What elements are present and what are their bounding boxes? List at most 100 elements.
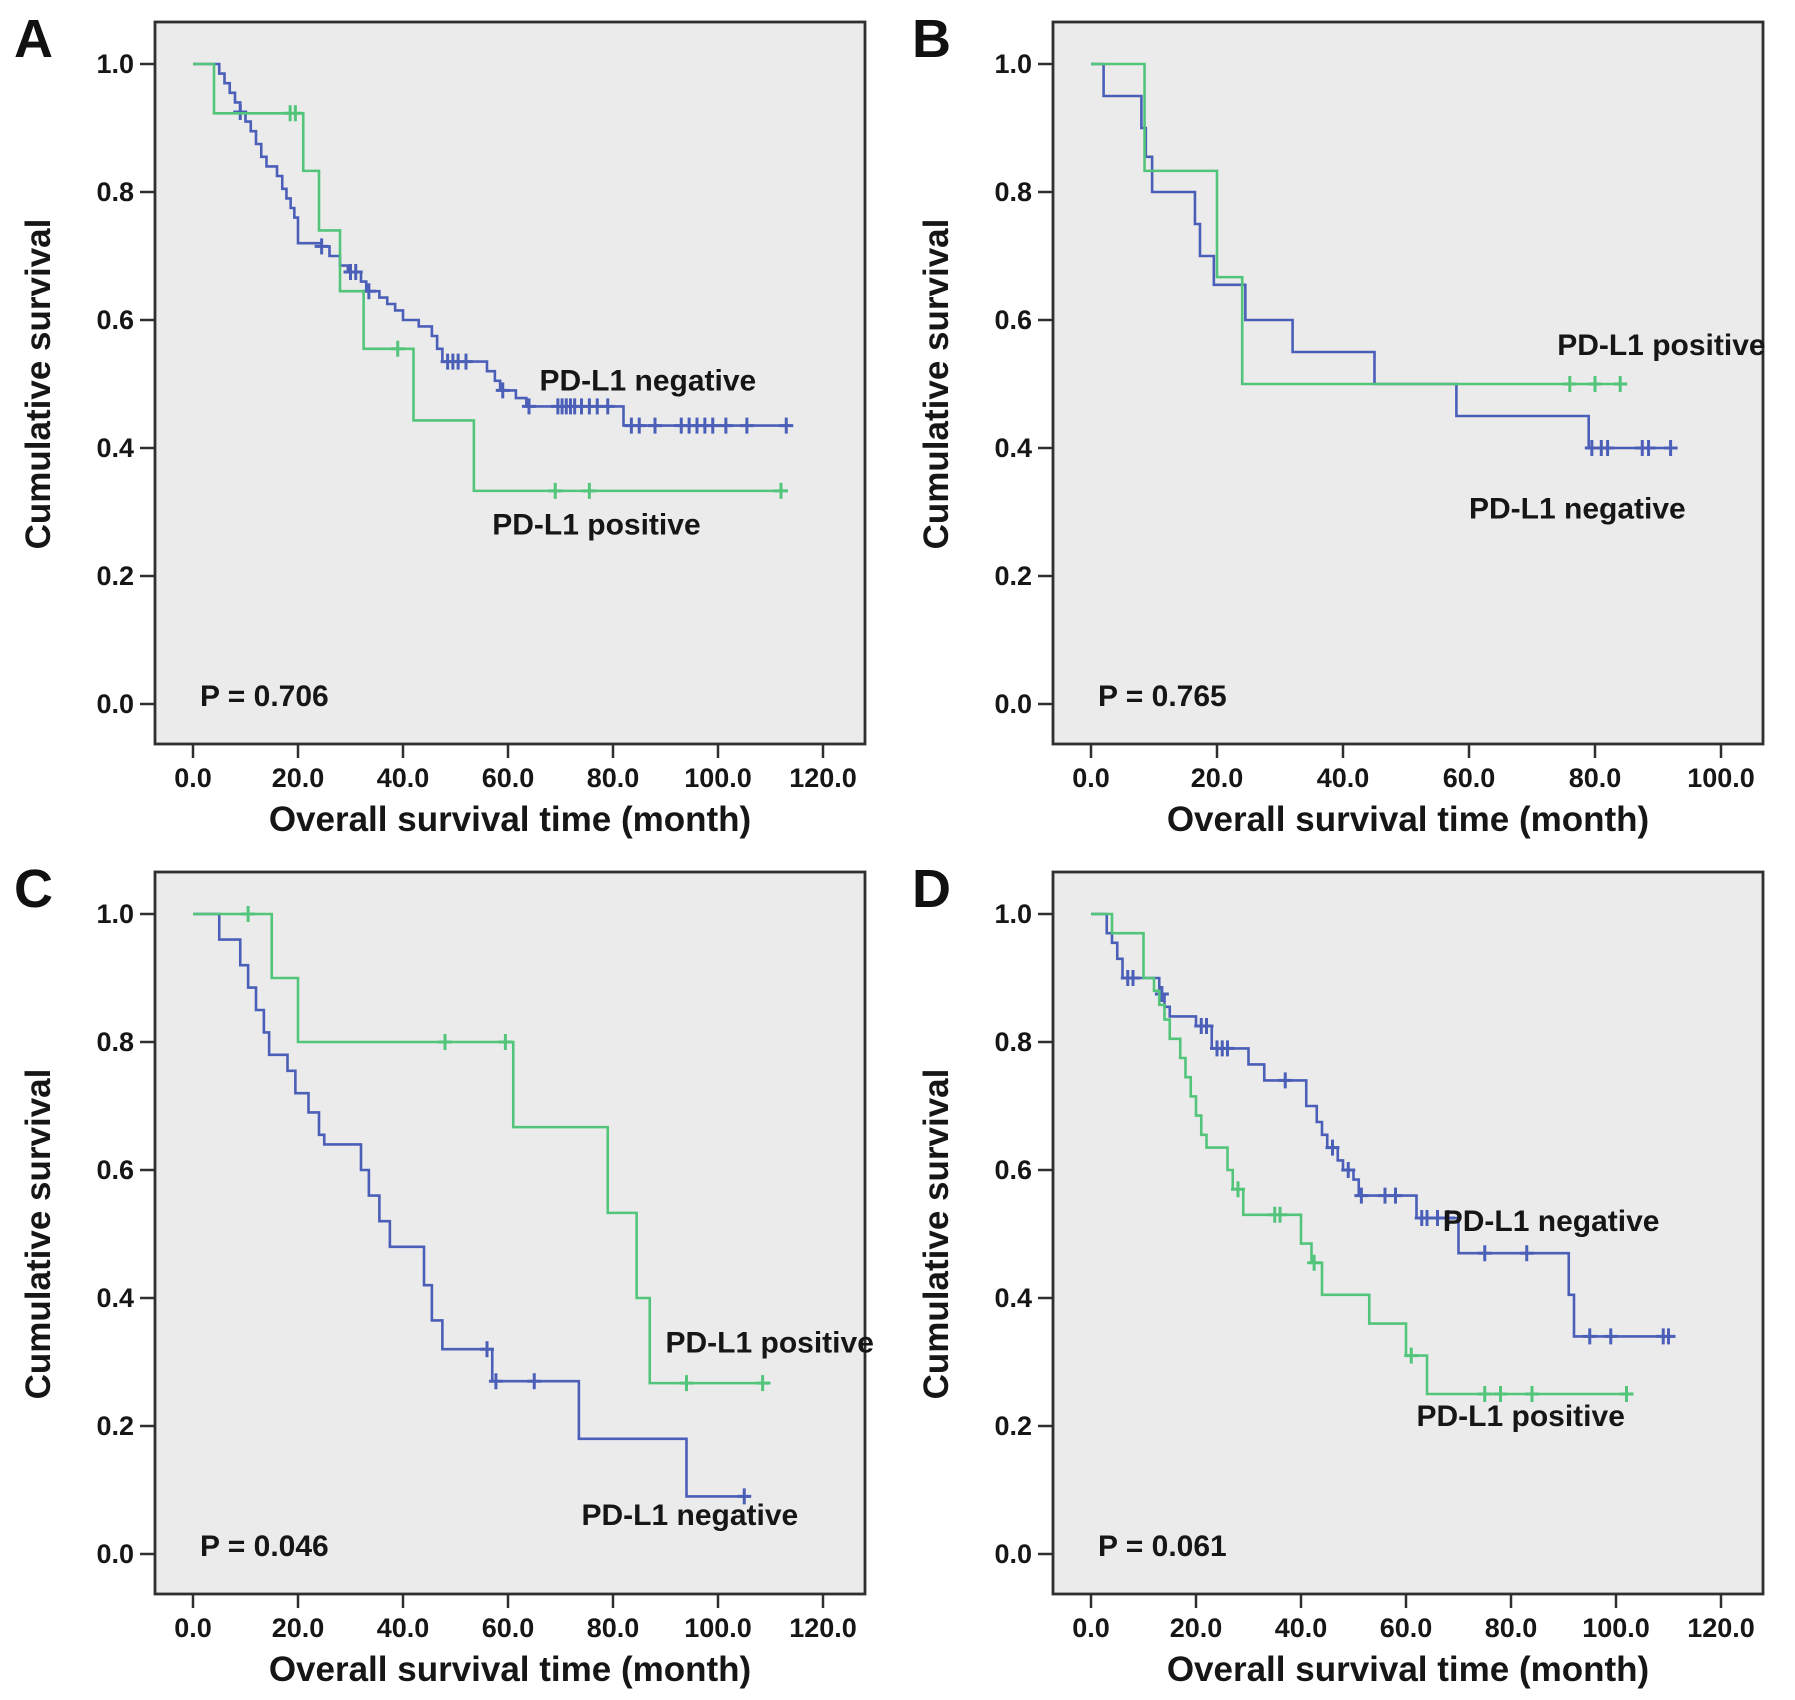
y-tick-label: 1.0	[96, 899, 134, 929]
plot-frame	[153, 870, 867, 1596]
y-tick-label: 0.4	[994, 1283, 1032, 1313]
panel-letter-a: A	[14, 9, 53, 69]
km-plot-a: 0.0 0.2 0.4 0.6 0.8 1.0 0.0 20.0 40.0 60.0 80.0 100…	[19, 20, 867, 839]
y-tick-label: 1.0	[994, 899, 1032, 929]
survival-curve-negative	[193, 912, 750, 1498]
x-tick-label: 20.0	[272, 1613, 325, 1643]
censor-marks-negative	[1120, 970, 1676, 1345]
y-tick-label: 0.6	[96, 1155, 134, 1185]
x-tick-label: 100.0	[684, 1613, 752, 1643]
y-tick-label: 0.6	[96, 305, 134, 335]
x-tick-label: 40.0	[1317, 763, 1370, 793]
panel-letter-d: D	[912, 859, 951, 919]
survival-curve-negative	[193, 62, 792, 427]
x-tick-label: 60.0	[482, 763, 535, 793]
series-label-negative: PD-L1 negative	[1469, 492, 1686, 525]
y-tick-label: 0.2	[994, 561, 1032, 591]
x-tick-label: 60.0	[1380, 1613, 1433, 1643]
censor-marks-positive	[241, 906, 770, 1392]
series-label-negative: PD-L1 negative	[540, 364, 757, 397]
x-tick-label: 0.0	[1072, 763, 1110, 793]
x-tick-label: 100.0	[684, 763, 752, 793]
censor-marks-negative	[1584, 440, 1678, 456]
y-tick-label: 0.2	[994, 1411, 1032, 1441]
km-plot-d: 0.0 0.2 0.4 0.6 0.8 1.0 0.0 20.0 40.0 60.0 80.0 100…	[917, 870, 1765, 1689]
x-tick-label: 80.0	[1485, 1613, 1538, 1643]
panel-c: C 0.0 0.2 0.4 0.6 0.8 1.0 0.0 20.0 40.0 60.0 80.0 1…	[0, 850, 897, 1700]
x-axis-title: Overall survival time (month)	[1167, 1650, 1649, 1689]
panel-a: A 0.0 0.2 0.4 0.6 0.8 1.0 0.0 20.0 40.0 60.0 80.0 1…	[0, 0, 897, 850]
censor-marks-positive	[1562, 376, 1628, 392]
x-tick-label: 40.0	[377, 763, 430, 793]
x-tick-label: 120.0	[1687, 1613, 1755, 1643]
series-label-positive: PD-L1 positive	[666, 1326, 874, 1359]
y-tick-label: 0.0	[994, 689, 1032, 719]
p-value-label: P = 0.046	[200, 1530, 329, 1563]
y-tick-label: 0.2	[96, 561, 134, 591]
km-plot-c: 0.0 0.2 0.4 0.6 0.8 1.0 0.0 20.0 40.0 60.0 80.0 100…	[19, 870, 874, 1689]
x-tick-label: 20.0	[1170, 1613, 1223, 1643]
y-tick-label: 0.2	[96, 1411, 134, 1441]
y-tick-label: 0.8	[96, 1027, 134, 1057]
x-tick-label: 80.0	[1569, 763, 1622, 793]
x-tick-label: 20.0	[272, 763, 325, 793]
x-tick-label: 40.0	[377, 1613, 430, 1643]
p-value-label: P = 0.706	[200, 680, 329, 713]
y-axis-title: Cumulative survival	[917, 1069, 956, 1400]
series-label-positive: PD-L1 positive	[1417, 1400, 1625, 1433]
y-tick-label: 0.4	[994, 433, 1032, 463]
panel-d: D 0.0 0.2 0.4 0.6 0.8 1.0 0.0 20.0 40.0 60.0 80.0 1…	[898, 850, 1795, 1700]
survival-curve-positive	[193, 912, 771, 1385]
x-tick-label: 60.0	[1443, 763, 1496, 793]
x-tick-label: 0.0	[174, 1613, 212, 1643]
x-axis-title: Overall survival time (month)	[269, 800, 751, 839]
x-tick-label: 120.0	[789, 1613, 857, 1643]
x-tick-label: 100.0	[1687, 763, 1755, 793]
x-tick-label: 40.0	[1275, 1613, 1328, 1643]
censor-marks-positive	[283, 105, 788, 499]
plot-frame	[1051, 870, 1765, 1596]
survival-curve-negative	[1091, 912, 1674, 1338]
series-label-positive: PD-L1 positive	[492, 508, 700, 541]
y-tick-label: 0.6	[994, 1155, 1032, 1185]
x-tick-label: 100.0	[1582, 1613, 1650, 1643]
x-tick-label: 80.0	[587, 763, 640, 793]
y-tick-label: 0.4	[96, 433, 134, 463]
panel-letter-c: C	[14, 859, 53, 919]
survival-curve-positive	[1091, 912, 1630, 1396]
censor-marks-negative	[480, 1341, 752, 1505]
y-tick-label: 0.6	[994, 305, 1032, 335]
y-tick-label: 0.0	[96, 689, 134, 719]
y-tick-label: 0.8	[994, 177, 1032, 207]
y-tick-label: 0.8	[96, 177, 134, 207]
y-tick-label: 0.8	[994, 1027, 1032, 1057]
y-tick-label: 0.4	[96, 1283, 134, 1313]
series-label-positive: PD-L1 positive	[1557, 329, 1765, 362]
p-value-label: P = 0.765	[1098, 680, 1227, 713]
x-tick-label: 0.0	[1072, 1613, 1110, 1643]
x-tick-label: 0.0	[174, 763, 212, 793]
plot-frame	[153, 20, 867, 746]
panel-b: B 0.0 0.2 0.4 0.6 0.8 1.0 0.0 20.0 40.0 60.0 80.0 1…	[898, 0, 1795, 850]
censor-marks-positive	[1231, 1181, 1634, 1402]
x-tick-label: 20.0	[1191, 763, 1244, 793]
x-axis-title: Overall survival time (month)	[269, 1650, 751, 1689]
p-value-label: P = 0.061	[1098, 1530, 1227, 1563]
x-axis-title: Overall survival time (month)	[1167, 800, 1649, 839]
x-tick-label: 60.0	[482, 1613, 535, 1643]
series-label-negative: PD-L1 negative	[1443, 1205, 1660, 1238]
y-axis-title: Cumulative survival	[917, 219, 956, 550]
survival-curve-positive	[193, 62, 784, 493]
series-label-negative: PD-L1 negative	[582, 1499, 799, 1532]
y-tick-label: 1.0	[96, 49, 134, 79]
survival-curve-positive	[1091, 62, 1627, 386]
x-tick-label: 80.0	[587, 1613, 640, 1643]
y-tick-label: 1.0	[994, 49, 1032, 79]
y-axis-title: Cumulative survival	[19, 1069, 58, 1400]
x-tick-label: 120.0	[789, 763, 857, 793]
km-plot-b: 0.0 0.2 0.4 0.6 0.8 1.0 0.0 20.0 40.0 60.0 80.0 100…	[917, 20, 1766, 839]
y-axis-title: Cumulative survival	[19, 219, 58, 550]
y-tick-label: 0.0	[96, 1539, 134, 1569]
panel-letter-b: B	[912, 9, 951, 69]
